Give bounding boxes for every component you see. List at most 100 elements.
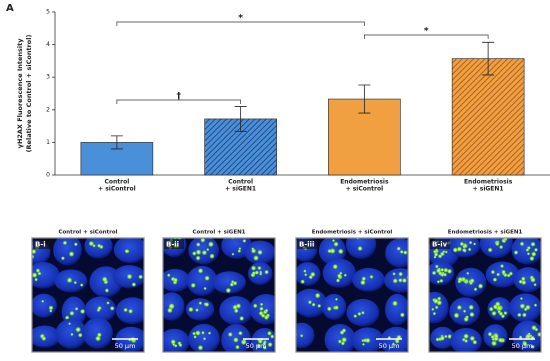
focus <box>238 330 243 336</box>
focus <box>459 241 465 247</box>
panel-title: Control + siGEN1 <box>192 230 245 236</box>
focus <box>336 273 343 279</box>
focus <box>499 263 505 269</box>
focus <box>533 303 538 307</box>
focus <box>337 248 344 255</box>
focus <box>495 241 500 247</box>
focus <box>262 341 267 346</box>
focus <box>227 331 233 338</box>
focus <box>487 331 493 337</box>
focus <box>463 333 470 340</box>
focus <box>257 265 262 271</box>
focus <box>206 247 210 252</box>
focus <box>73 242 78 247</box>
focus <box>41 335 47 342</box>
focus <box>269 334 275 339</box>
focus <box>41 299 45 303</box>
nucleus <box>113 238 144 264</box>
focus <box>202 337 207 341</box>
focus <box>209 253 215 259</box>
focus <box>467 247 472 252</box>
focus <box>60 256 65 261</box>
focus <box>341 336 348 343</box>
focus <box>396 246 401 251</box>
focus <box>300 279 306 285</box>
focus <box>522 341 528 347</box>
focus <box>235 303 242 309</box>
focus <box>326 306 332 312</box>
focus <box>466 271 470 276</box>
focus <box>433 255 437 259</box>
micrograph-frame <box>31 237 145 353</box>
focus <box>109 305 115 311</box>
focus <box>359 279 366 286</box>
focus <box>493 333 499 339</box>
focus <box>62 240 68 246</box>
focus <box>391 342 395 346</box>
focus <box>337 339 343 344</box>
focus <box>357 311 362 317</box>
focus <box>201 330 205 335</box>
focus <box>233 308 239 314</box>
micrograph-frame <box>428 237 542 353</box>
focus <box>526 252 531 256</box>
focus <box>32 254 35 260</box>
focus <box>262 345 267 350</box>
focus <box>525 248 530 252</box>
focus <box>193 335 197 339</box>
focus <box>66 277 73 284</box>
focus <box>106 301 110 305</box>
focus <box>333 241 339 247</box>
focus <box>123 307 128 313</box>
focus <box>496 272 501 277</box>
focus <box>233 337 239 343</box>
scale-bar-label: 50 μm <box>115 342 136 350</box>
nucleus <box>163 328 190 352</box>
focus <box>235 344 240 350</box>
focus <box>461 247 467 253</box>
focus <box>70 332 74 337</box>
focus <box>104 288 110 293</box>
focus <box>92 243 96 248</box>
focus <box>239 315 245 321</box>
focus <box>74 306 79 311</box>
focus <box>195 308 199 312</box>
focus <box>519 303 526 310</box>
focus <box>195 242 201 247</box>
x-tick-label: Endometriosis <box>340 179 389 186</box>
focus <box>259 306 264 312</box>
focus <box>238 247 242 251</box>
focus <box>491 340 498 347</box>
focus <box>203 286 207 291</box>
focus <box>332 263 339 270</box>
focus <box>124 248 130 254</box>
focus <box>435 337 440 342</box>
focus <box>472 339 478 345</box>
focus <box>240 339 247 346</box>
focus <box>311 302 316 307</box>
focus <box>231 252 235 256</box>
focus <box>190 282 196 289</box>
focus <box>361 342 366 346</box>
focus <box>101 276 108 283</box>
focus <box>334 297 339 301</box>
focus <box>67 322 72 326</box>
panel-tag: B-iii <box>299 241 314 249</box>
focus <box>194 330 201 336</box>
focus <box>529 335 536 341</box>
focus <box>48 305 54 311</box>
scale-bar-label: 50 μm <box>246 342 267 350</box>
nucleus <box>296 262 321 286</box>
micrograph <box>429 238 541 352</box>
focus <box>75 326 82 333</box>
focus <box>257 249 263 256</box>
focus <box>394 338 400 344</box>
focus <box>529 276 536 283</box>
nucleus <box>53 238 82 266</box>
focus <box>462 244 466 249</box>
focus <box>533 247 539 252</box>
focus <box>79 283 84 287</box>
focus <box>457 279 462 284</box>
micrograph-frame <box>295 237 409 353</box>
